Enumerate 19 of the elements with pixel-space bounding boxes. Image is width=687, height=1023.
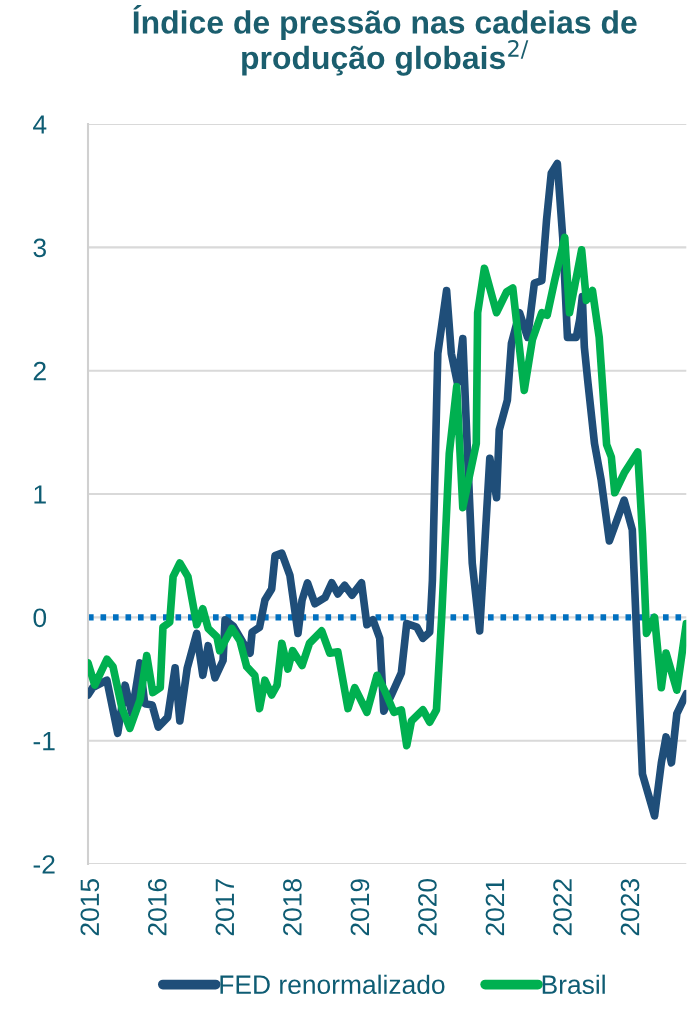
y-tick-label: 0 <box>33 608 47 628</box>
legend-label: FED renormalizado <box>220 974 445 995</box>
x-tick-label: 2023 <box>620 879 640 936</box>
x-tick-label: 2015 <box>80 878 100 936</box>
chart-title: Índice de pressão nas cadeias de produção globais$^{2/}$ <box>133 5 637 76</box>
x-tick-label: 2019 <box>350 879 370 936</box>
y-tick-label: 2 <box>33 361 46 381</box>
y-tick-label: 4 <box>33 115 47 134</box>
y-tick-label: 1 <box>34 485 46 504</box>
y-tick-label: 3 <box>33 238 46 258</box>
x-tick-label: 2020 <box>418 878 437 936</box>
y-tick-label: -1 <box>33 732 55 751</box>
x-tick-label: 2021 <box>485 879 505 936</box>
y-tick-label: -2 <box>33 855 55 874</box>
x-tick-label: 2016 <box>147 879 167 936</box>
x-tick-label: 2022 <box>553 879 572 936</box>
legend-label: Brasil <box>542 974 605 995</box>
x-tick-label: 2018 <box>283 879 302 936</box>
x-tick-label: 2017 <box>215 879 235 936</box>
